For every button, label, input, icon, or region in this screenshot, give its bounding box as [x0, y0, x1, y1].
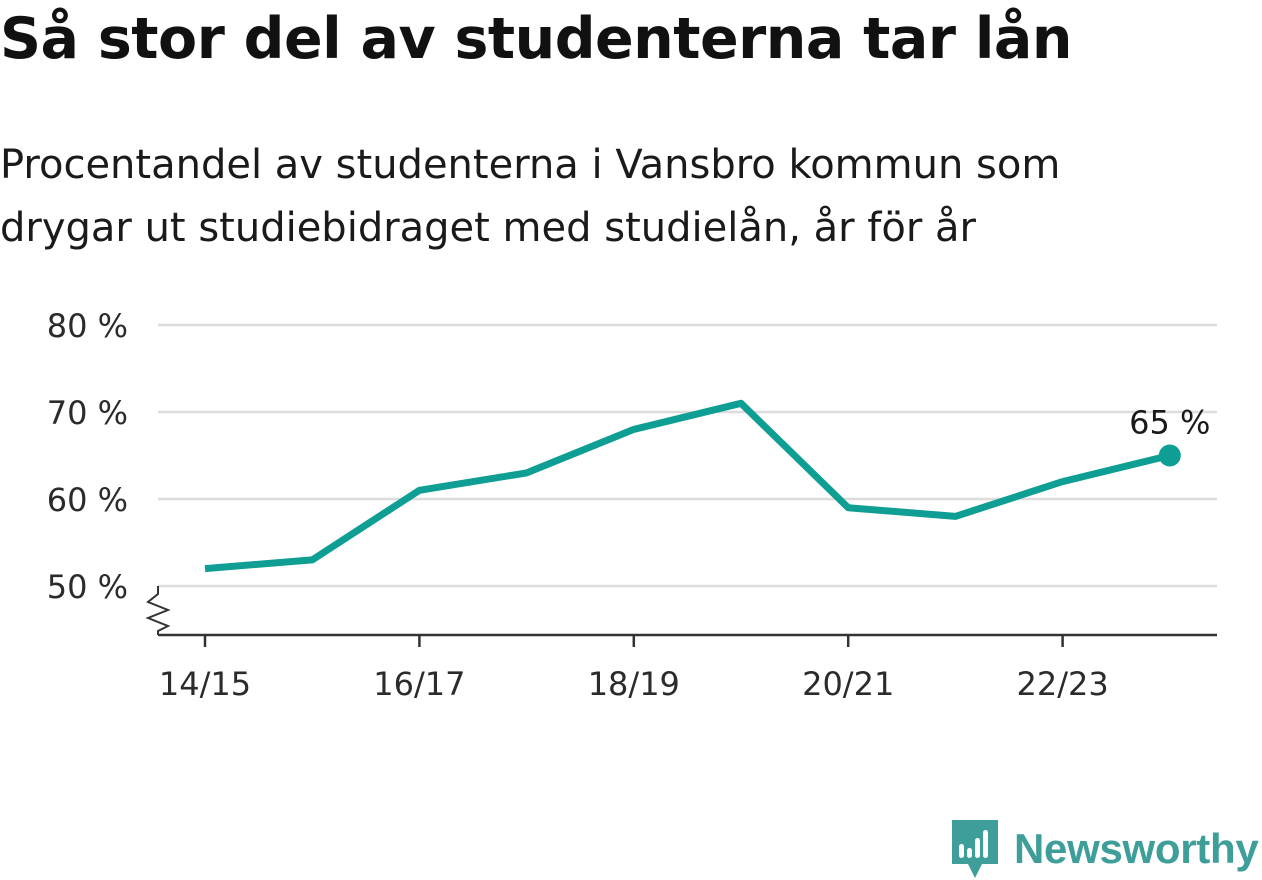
brand-name: Newsworthy	[1014, 825, 1259, 872]
y-axis-ticks: 50 % 60 % 70 % 80 %	[47, 307, 171, 635]
series-layer: 65 %	[204, 399, 1210, 573]
x-tick-label: 16/17	[373, 665, 465, 703]
x-tick-label: 22/23	[1016, 665, 1108, 703]
y-tick-label: 70 %	[47, 394, 128, 432]
x-axis: 14/15 16/17 18/19 20/21 22/23	[158, 633, 1217, 703]
x-tick-label: 14/15	[159, 665, 251, 703]
chart-subtitle: Procentandel av studenterna i Vansbro ko…	[0, 142, 1061, 251]
end-value-label: 65 %	[1129, 404, 1210, 442]
x-tick-label: 20/21	[802, 665, 894, 703]
newsworthy-logo-icon	[952, 820, 998, 878]
end-point-marker	[1158, 444, 1181, 467]
y-tick-label: 80 %	[47, 307, 128, 345]
y-tick-label: 60 %	[47, 481, 128, 519]
axis-break-mark	[145, 586, 171, 635]
series-line	[204, 399, 1171, 573]
x-tick-label: 18/19	[588, 665, 680, 703]
chart-title: Så stor del av studenterna tar lån	[0, 6, 1072, 72]
brand-logo: Newsworthy	[950, 818, 1259, 880]
y-tick-label: 50 %	[47, 568, 128, 606]
gridlines	[158, 323, 1217, 588]
